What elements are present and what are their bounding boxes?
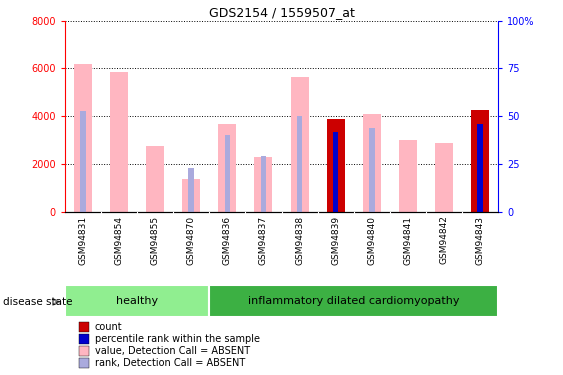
Text: healthy: healthy — [116, 296, 158, 306]
Bar — [399, 140, 417, 212]
Bar — [209, 285, 498, 317]
Bar — [146, 146, 164, 212]
Text: GSM94842: GSM94842 — [440, 216, 449, 264]
Bar — [363, 114, 381, 212]
Text: GSM94843: GSM94843 — [476, 216, 485, 264]
Text: percentile rank within the sample: percentile rank within the sample — [95, 334, 260, 344]
Text: value, Detection Call = ABSENT: value, Detection Call = ABSENT — [95, 346, 250, 356]
Text: GSM94870: GSM94870 — [187, 216, 196, 265]
Bar — [327, 119, 345, 212]
Text: disease state: disease state — [3, 297, 72, 307]
Title: GDS2154 / 1559507_at: GDS2154 / 1559507_at — [208, 6, 355, 20]
Text: inflammatory dilated cardiomyopathy: inflammatory dilated cardiomyopathy — [248, 296, 459, 306]
Bar — [225, 135, 230, 212]
Bar — [369, 128, 374, 212]
Text: GSM94841: GSM94841 — [404, 216, 413, 264]
Bar — [80, 111, 86, 212]
Bar — [297, 116, 302, 212]
Text: GSM94838: GSM94838 — [295, 216, 304, 265]
Text: GSM94854: GSM94854 — [114, 216, 123, 264]
Bar — [110, 72, 128, 212]
Text: GSM94839: GSM94839 — [331, 216, 340, 265]
Bar — [254, 158, 272, 212]
Bar — [333, 132, 338, 212]
Bar — [261, 156, 266, 212]
Bar — [477, 124, 483, 212]
Text: GSM94837: GSM94837 — [259, 216, 268, 265]
Bar — [435, 143, 453, 212]
Bar — [477, 124, 483, 212]
Bar — [182, 179, 200, 212]
Text: GSM94836: GSM94836 — [223, 216, 232, 265]
Bar — [189, 168, 194, 212]
Bar — [218, 124, 236, 212]
Bar — [291, 77, 309, 212]
Text: GSM94831: GSM94831 — [78, 216, 87, 265]
Text: count: count — [95, 322, 122, 332]
Bar — [471, 110, 489, 212]
Text: GSM94855: GSM94855 — [150, 216, 159, 265]
Bar — [74, 64, 92, 212]
Text: rank, Detection Call = ABSENT: rank, Detection Call = ABSENT — [95, 358, 245, 368]
Text: GSM94840: GSM94840 — [367, 216, 376, 264]
Bar — [65, 285, 209, 317]
